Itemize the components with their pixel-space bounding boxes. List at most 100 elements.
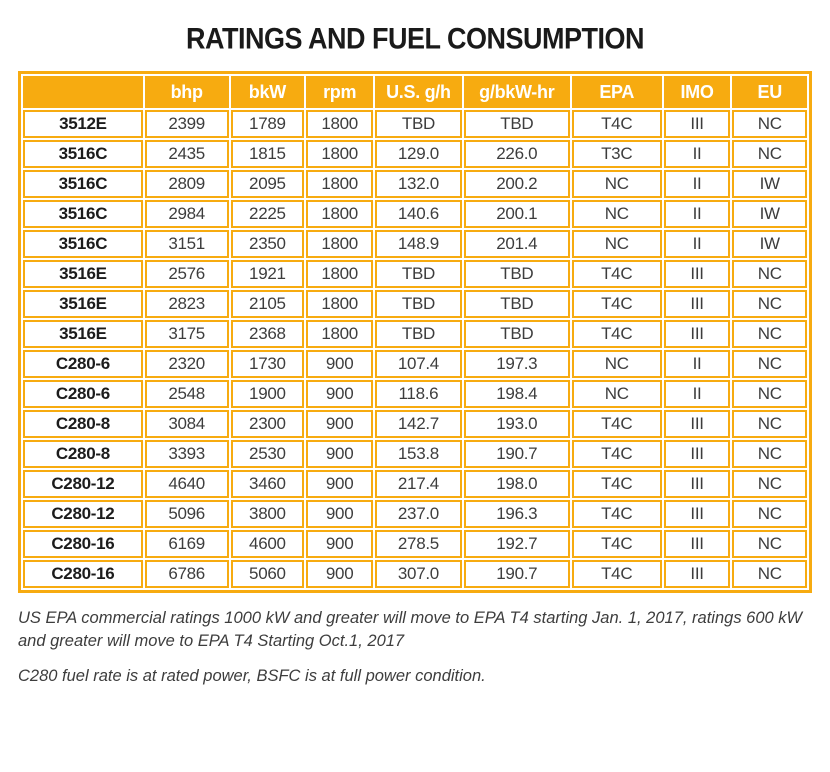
- data-cell: 129.0: [375, 140, 462, 168]
- data-cell: 107.4: [375, 350, 462, 378]
- data-cell: 307.0: [375, 560, 462, 588]
- model-cell: C280-6: [23, 350, 143, 378]
- header-cell-epa: EPA: [571, 76, 662, 108]
- header-cell-eu: EU: [732, 76, 807, 108]
- data-cell: 2823: [144, 290, 229, 318]
- data-cell: 900: [306, 410, 374, 438]
- data-cell: 900: [306, 530, 374, 558]
- footnotes: US EPA commercial ratings 1000 kW and gr…: [18, 607, 808, 688]
- table-row: C280-6 2548 1900 900 118.6 198.4 NC II NC: [23, 380, 807, 408]
- data-cell: IW: [732, 200, 807, 228]
- data-cell: 192.7: [463, 530, 570, 558]
- data-cell: T4C: [571, 410, 662, 438]
- data-cell: 3151: [144, 230, 229, 258]
- model-cell: C280-8: [23, 440, 143, 468]
- footnote-epa-ratings: US EPA commercial ratings 1000 kW and gr…: [18, 609, 803, 651]
- header-cell-bhp: bhp: [144, 76, 229, 108]
- data-cell: NC: [571, 200, 662, 228]
- data-cell: 1800: [306, 230, 374, 258]
- data-cell: 2548: [144, 380, 229, 408]
- table-row: C280-8 3393 2530 900 153.8 190.7 T4C III NC: [23, 440, 807, 468]
- data-cell: 153.8: [375, 440, 462, 468]
- model-cell: C280-12: [23, 470, 143, 498]
- data-cell: 2809: [144, 170, 229, 198]
- data-cell: 196.3: [463, 500, 570, 528]
- data-cell: II: [663, 350, 731, 378]
- data-cell: NC: [732, 440, 807, 468]
- data-cell: NC: [732, 350, 807, 378]
- model-cell: 3516C: [23, 170, 143, 198]
- data-cell: 2320: [144, 350, 229, 378]
- data-cell: 2300: [230, 410, 305, 438]
- ratings-page: RATINGS AND FUEL CONSUMPTION bhp bkW rpm…: [18, 23, 812, 688]
- table-row: 3516E 2576 1921 1800 TBD TBD T4C III NC: [23, 260, 807, 288]
- data-cell: 3175: [144, 320, 229, 348]
- data-cell: T4C: [571, 110, 662, 138]
- data-cell: 900: [306, 470, 374, 498]
- data-cell: 190.7: [463, 440, 570, 468]
- data-cell: 201.4: [463, 230, 570, 258]
- footnote-c280-fuel-rate: C280 fuel rate is at rated power, BSFC i…: [18, 667, 486, 686]
- data-cell: 190.7: [463, 560, 570, 588]
- model-cell: 3512E: [23, 110, 143, 138]
- data-cell: T4C: [571, 260, 662, 288]
- data-cell: 900: [306, 440, 374, 468]
- data-cell: 5060: [230, 560, 305, 588]
- data-cell: III: [663, 260, 731, 288]
- ratings-table: bhp bkW rpm U.S. g/h g/bkW-hr EPA IMO EU…: [18, 71, 812, 593]
- data-cell: II: [663, 170, 731, 198]
- data-cell: III: [663, 500, 731, 528]
- data-cell: 3393: [144, 440, 229, 468]
- data-cell: 900: [306, 380, 374, 408]
- data-cell: 200.2: [463, 170, 570, 198]
- data-cell: 2984: [144, 200, 229, 228]
- data-cell: IW: [732, 230, 807, 258]
- table-body: 3512E 2399 1789 1800 TBD TBD T4C III NC 3516C 2435…: [23, 110, 807, 588]
- header-cell-imo: IMO: [663, 76, 731, 108]
- model-cell: 3516C: [23, 230, 143, 258]
- data-cell: II: [663, 380, 731, 408]
- data-cell: NC: [571, 350, 662, 378]
- data-cell: TBD: [463, 110, 570, 138]
- data-cell: II: [663, 140, 731, 168]
- data-cell: NC: [732, 410, 807, 438]
- data-cell: T4C: [571, 500, 662, 528]
- header-cell-model: [23, 76, 143, 108]
- data-cell: 226.0: [463, 140, 570, 168]
- data-cell: 1800: [306, 260, 374, 288]
- model-cell: C280-6: [23, 380, 143, 408]
- data-cell: NC: [732, 290, 807, 318]
- data-cell: NC: [571, 380, 662, 408]
- model-cell: 3516E: [23, 260, 143, 288]
- data-cell: 142.7: [375, 410, 462, 438]
- data-cell: 2576: [144, 260, 229, 288]
- data-cell: 1800: [306, 200, 374, 228]
- data-cell: 900: [306, 350, 374, 378]
- data-cell: NC: [571, 230, 662, 258]
- data-cell: NC: [571, 170, 662, 198]
- data-cell: NC: [732, 140, 807, 168]
- model-cell: C280-8: [23, 410, 143, 438]
- data-cell: 132.0: [375, 170, 462, 198]
- data-cell: 1730: [230, 350, 305, 378]
- data-cell: T4C: [571, 560, 662, 588]
- table-row: C280-6 2320 1730 900 107.4 197.3 NC II NC: [23, 350, 807, 378]
- table-row: 3516E 3175 2368 1800 TBD TBD T4C III NC: [23, 320, 807, 348]
- data-cell: 140.6: [375, 200, 462, 228]
- data-cell: 2105: [230, 290, 305, 318]
- data-cell: 3460: [230, 470, 305, 498]
- data-cell: 2368: [230, 320, 305, 348]
- data-cell: 193.0: [463, 410, 570, 438]
- data-cell: 198.4: [463, 380, 570, 408]
- header-cell-us-gh: U.S. g/h: [375, 76, 462, 108]
- data-cell: TBD: [463, 320, 570, 348]
- data-cell: NC: [732, 500, 807, 528]
- data-cell: NC: [732, 260, 807, 288]
- data-cell: 200.1: [463, 200, 570, 228]
- data-cell: 217.4: [375, 470, 462, 498]
- data-cell: III: [663, 110, 731, 138]
- data-cell: TBD: [463, 260, 570, 288]
- table-row: 3516C 2984 2225 1800 140.6 200.1 NC II IW: [23, 200, 807, 228]
- data-cell: II: [663, 200, 731, 228]
- table-row: 3512E 2399 1789 1800 TBD TBD T4C III NC: [23, 110, 807, 138]
